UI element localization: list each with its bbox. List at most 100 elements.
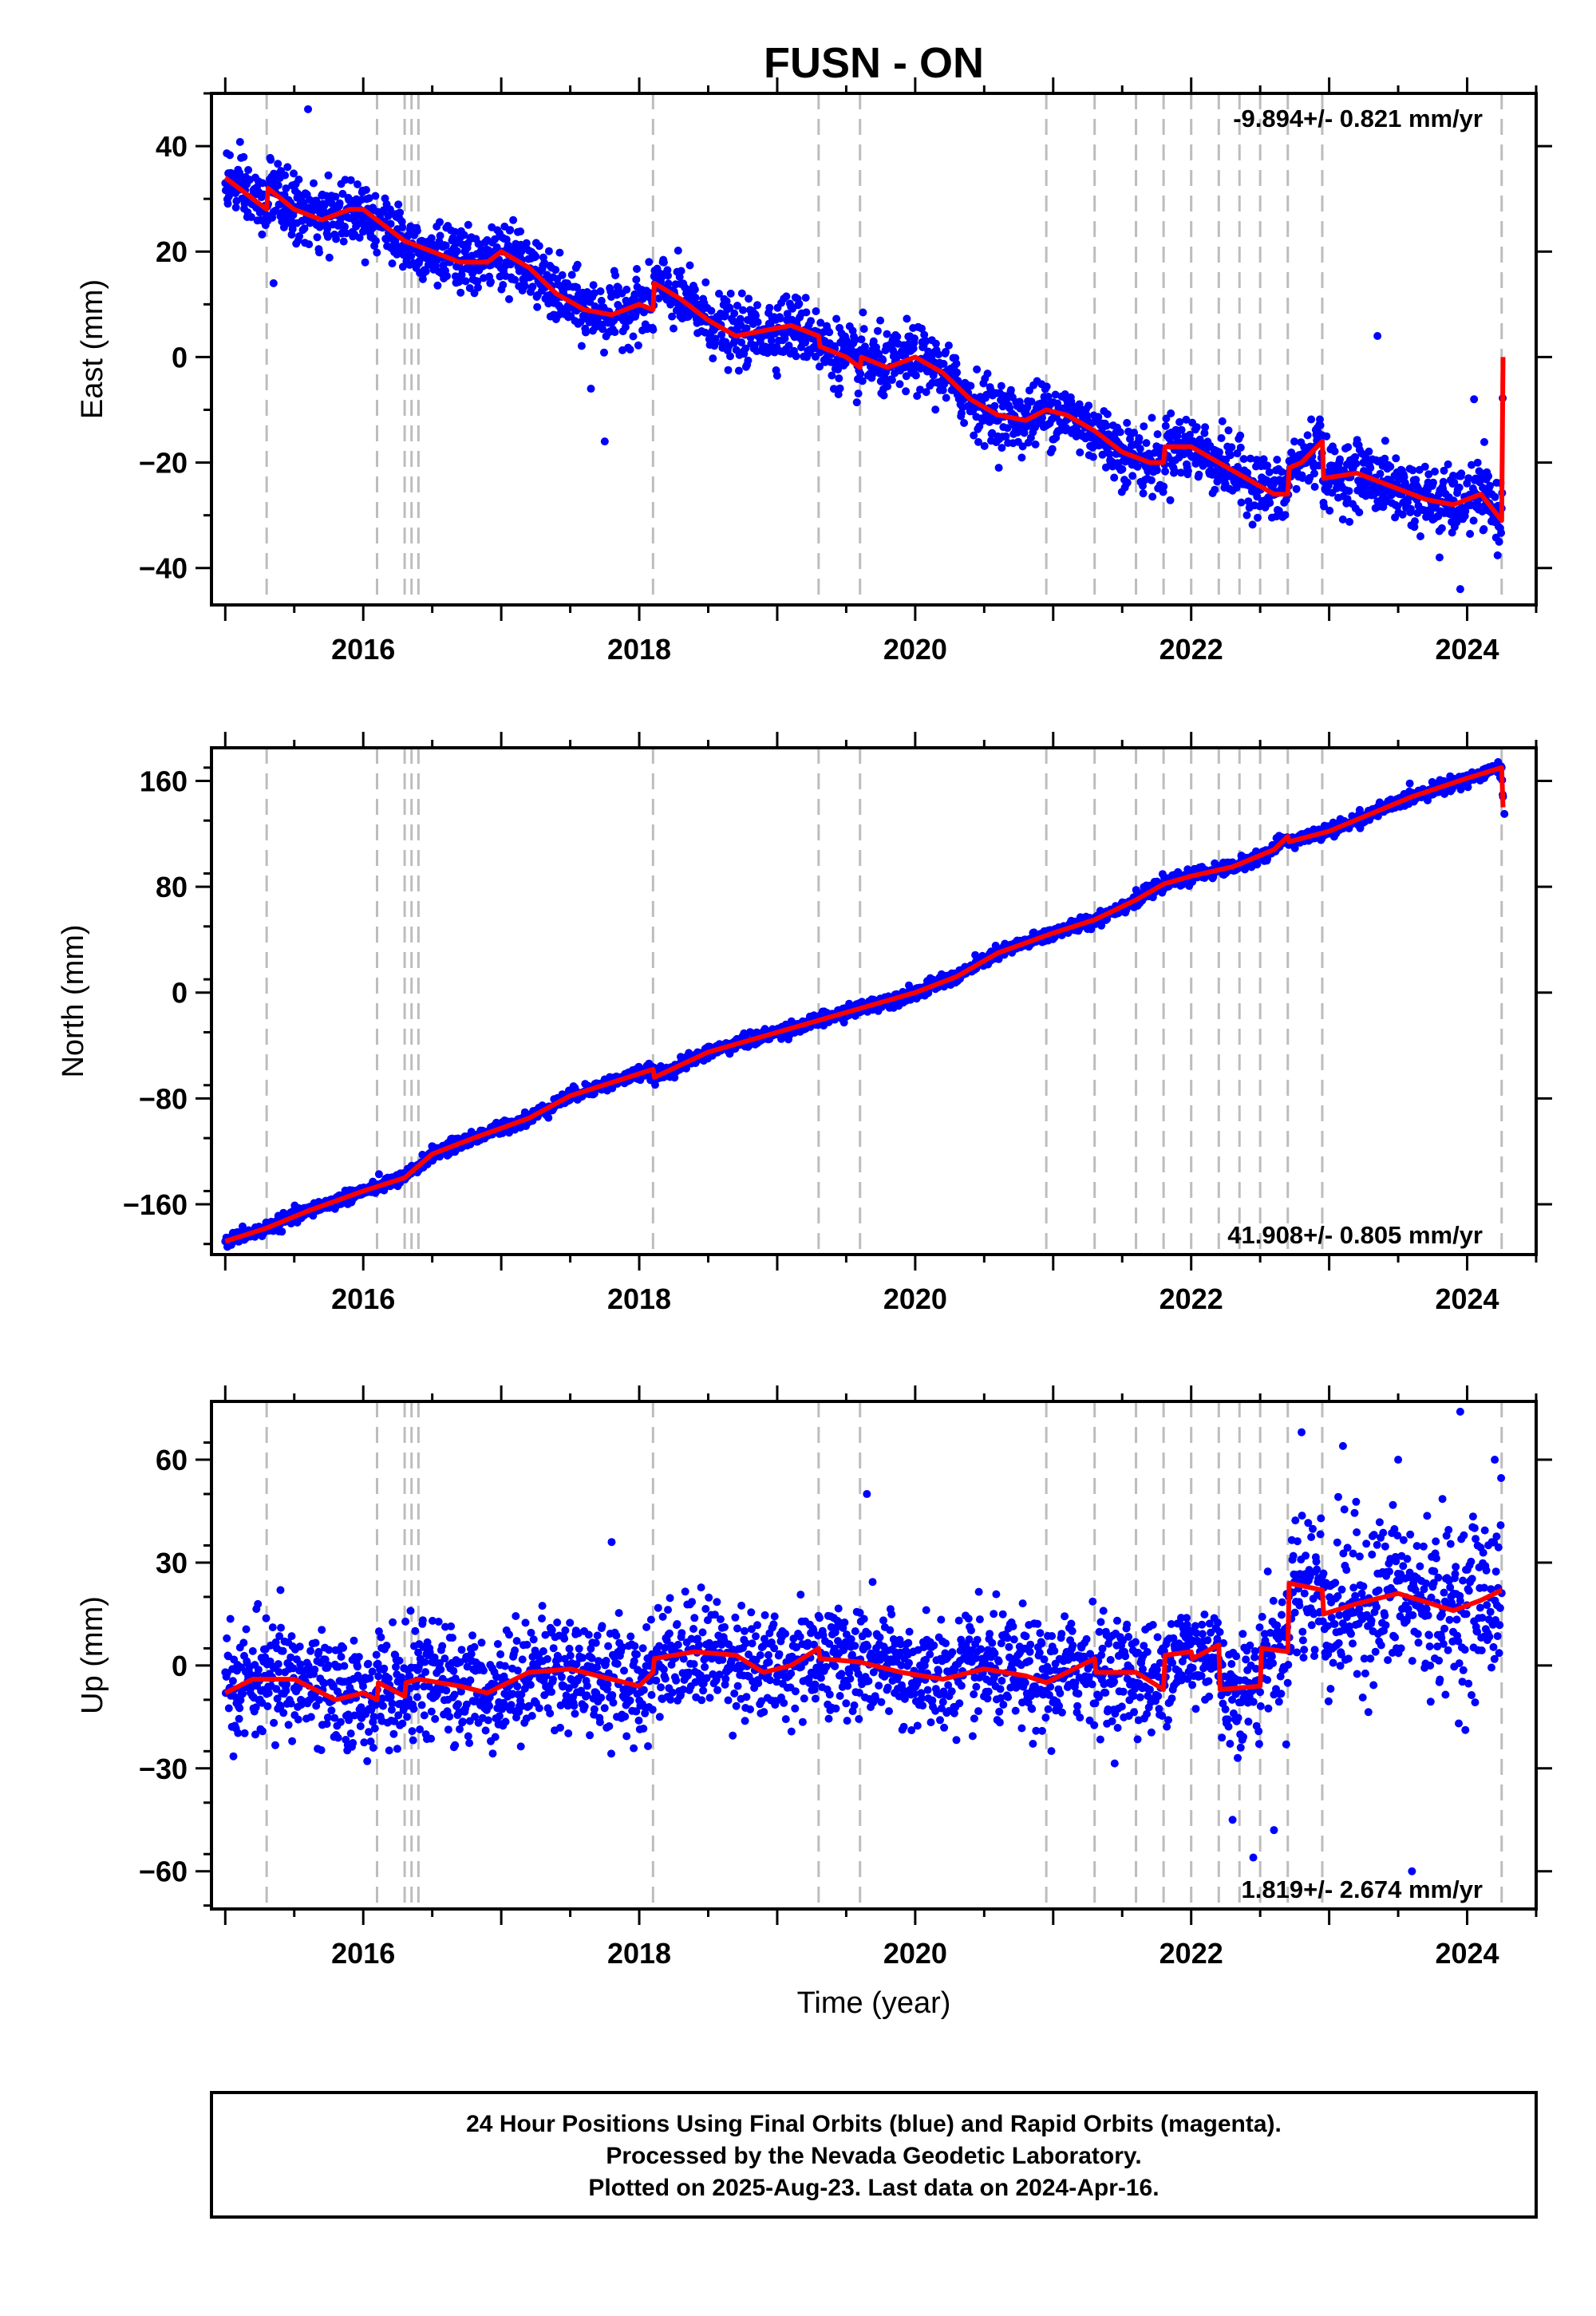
east-data-point [315, 248, 323, 257]
east-data-point [598, 325, 607, 334]
east-data-point [876, 316, 885, 325]
east-data-point [522, 239, 531, 247]
east-data-point [1352, 460, 1361, 468]
east-data-point [1491, 492, 1499, 501]
east-data-point [614, 283, 622, 292]
east-data-point [1236, 443, 1245, 452]
east-data-point [1411, 517, 1419, 526]
east-data-point [1236, 431, 1245, 440]
east-data-point [1044, 393, 1053, 401]
east-data-point [944, 341, 953, 350]
east-data-point [1244, 497, 1253, 506]
east-data-point [1192, 423, 1201, 432]
east-data-point [854, 389, 863, 398]
east-data-point [499, 281, 508, 289]
east-xtick-label: 2022 [1159, 633, 1223, 666]
north-data-point [1087, 925, 1096, 934]
east-data-point [970, 431, 978, 440]
east-data-point [1171, 467, 1179, 476]
east-data-point [1153, 430, 1162, 439]
east-data-point [371, 192, 380, 200]
east-data-point [577, 342, 586, 350]
east-data-point [715, 290, 723, 298]
east-points [221, 105, 1507, 594]
east-data-point [1038, 413, 1046, 422]
east-data-point [300, 224, 309, 233]
east-data-point [953, 368, 962, 377]
east-data-point [1103, 410, 1112, 418]
east-data-point [1233, 449, 1242, 458]
east-data-point [555, 310, 563, 319]
east-data-point [807, 317, 816, 326]
east-data-point [1307, 415, 1316, 424]
east-data-point [294, 176, 303, 184]
east-data-point [388, 259, 397, 268]
east-data-point [887, 376, 896, 385]
east-data-point [398, 263, 407, 271]
east-data-point [753, 301, 761, 310]
east-data-point [279, 223, 288, 231]
east-outlier-point [1435, 553, 1444, 562]
east-data-point [1098, 450, 1107, 459]
east-data-point [556, 304, 565, 313]
east-data-point [1406, 504, 1415, 513]
east-data-point [305, 240, 314, 249]
east-data-point [895, 380, 904, 389]
east-data-point [346, 176, 355, 184]
east-data-point [1330, 447, 1339, 456]
east-ytick-label: 0 [172, 341, 188, 373]
east-data-point [1366, 464, 1375, 472]
east-outlier-point [600, 437, 609, 446]
east-data-point [1265, 468, 1274, 476]
east-data-point [338, 189, 347, 198]
east-data-point [801, 338, 810, 347]
east-data-point [355, 233, 364, 242]
east-data-point [1278, 468, 1286, 476]
east-data-point [879, 391, 888, 400]
east-data-point [1400, 472, 1408, 481]
east-data-point [505, 294, 513, 303]
east-data-point [558, 271, 567, 279]
east-data-point [456, 288, 465, 297]
east-ylabel: East (mm) [76, 279, 109, 419]
east-data-point [812, 307, 820, 315]
east-data-point [1426, 508, 1435, 517]
east-data-point [1398, 510, 1407, 519]
east-xtick-label: 2018 [607, 633, 671, 666]
east-data-point [859, 325, 868, 334]
east-data-point [1140, 422, 1148, 431]
east-data-point [597, 296, 606, 305]
east-data-point [1017, 453, 1026, 462]
east-data-point [259, 179, 267, 188]
east-data-point [1227, 451, 1235, 460]
east-data-point [1135, 434, 1144, 442]
east-data-point [816, 362, 824, 371]
east-data-point [998, 444, 1006, 453]
east-data-point [1440, 466, 1448, 475]
east-data-point [1116, 428, 1124, 437]
east-data-point [861, 342, 869, 351]
east-data-point [464, 220, 472, 229]
east-data-point [1266, 499, 1274, 508]
east-data-point [922, 337, 930, 346]
east-data-point [730, 309, 739, 318]
east-data-point [487, 278, 495, 286]
east-data-point [1123, 478, 1132, 487]
east-data-point [1344, 443, 1353, 452]
east-data-point [1479, 525, 1488, 533]
east-data-point [772, 371, 781, 380]
east-data-point [736, 314, 745, 323]
east-data-point [724, 366, 733, 374]
east-data-point [801, 294, 810, 302]
east-xtick-label: 2024 [1435, 633, 1499, 666]
east-data-point [325, 253, 334, 262]
east-data-point [634, 341, 642, 350]
east-data-point [670, 324, 678, 333]
east-data-point [1177, 425, 1186, 434]
east-data-point [942, 393, 950, 402]
east-data-point [733, 302, 741, 310]
east-data-point [938, 386, 947, 394]
east-data-point [1182, 415, 1191, 424]
east-data-point [1404, 498, 1412, 507]
east-data-point [267, 156, 275, 164]
